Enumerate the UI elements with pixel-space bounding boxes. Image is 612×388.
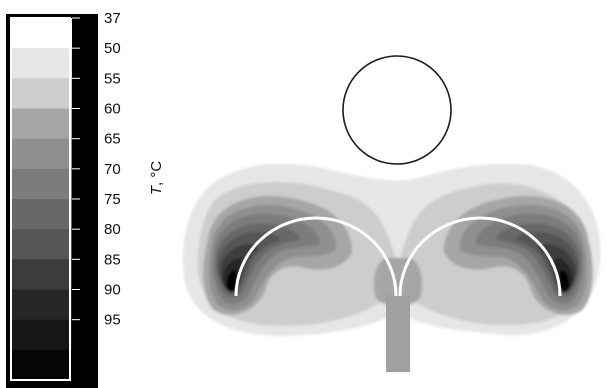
colorbar-tick-label: 60 bbox=[104, 101, 121, 118]
colorbar-tick-label: 75 bbox=[104, 191, 121, 208]
colorbar: 37 50 55 60 65 70 75 80 85 90 95 T, °C bbox=[6, 10, 165, 388]
colorbar-band bbox=[11, 229, 72, 260]
colorbar-band bbox=[11, 48, 72, 79]
colorbar-band bbox=[11, 108, 72, 140]
colorbar-tick-label: 85 bbox=[104, 251, 121, 268]
colorbar-band bbox=[11, 78, 72, 109]
colorbar-band bbox=[11, 199, 72, 230]
colorbar-band bbox=[11, 138, 72, 170]
colorbar-tick-label: 65 bbox=[104, 131, 121, 148]
colorbar-band bbox=[11, 18, 72, 49]
colorbar-outline bbox=[10, 17, 71, 381]
colorbar-band bbox=[11, 289, 72, 321]
colorbar-band bbox=[11, 168, 72, 200]
colorbar-ticks bbox=[72, 17, 98, 321]
isotherm-60-center bbox=[374, 258, 422, 306]
colorbar-tick-label: 80 bbox=[104, 221, 121, 238]
colorbar-labels: 37 50 55 60 65 70 75 80 85 90 95 bbox=[104, 10, 121, 329]
feed-line bbox=[386, 295, 410, 372]
colorbar-tick-label: 50 bbox=[104, 40, 121, 57]
colorbar-bands bbox=[11, 18, 72, 381]
left-antenna-arc bbox=[234, 216, 398, 297]
temperature-field bbox=[183, 55, 601, 372]
colorbar-band bbox=[11, 319, 72, 351]
colorbar-tick-label: 95 bbox=[104, 312, 121, 329]
colorbar-title: T, °C bbox=[148, 161, 165, 196]
colorbar-band bbox=[11, 349, 72, 381]
colorbar-tick-label: 90 bbox=[104, 282, 121, 299]
circular-vessel bbox=[342, 55, 452, 165]
colorbar-tick-label: 70 bbox=[104, 161, 121, 178]
right-hotspot bbox=[444, 196, 593, 315]
colorbar-band bbox=[11, 259, 72, 290]
colorbar-tick-label: 55 bbox=[104, 70, 121, 87]
colorbar-tick-label: 37 bbox=[104, 10, 121, 27]
right-antenna-arc bbox=[398, 216, 562, 297]
colorbar-strip bbox=[72, 14, 98, 388]
